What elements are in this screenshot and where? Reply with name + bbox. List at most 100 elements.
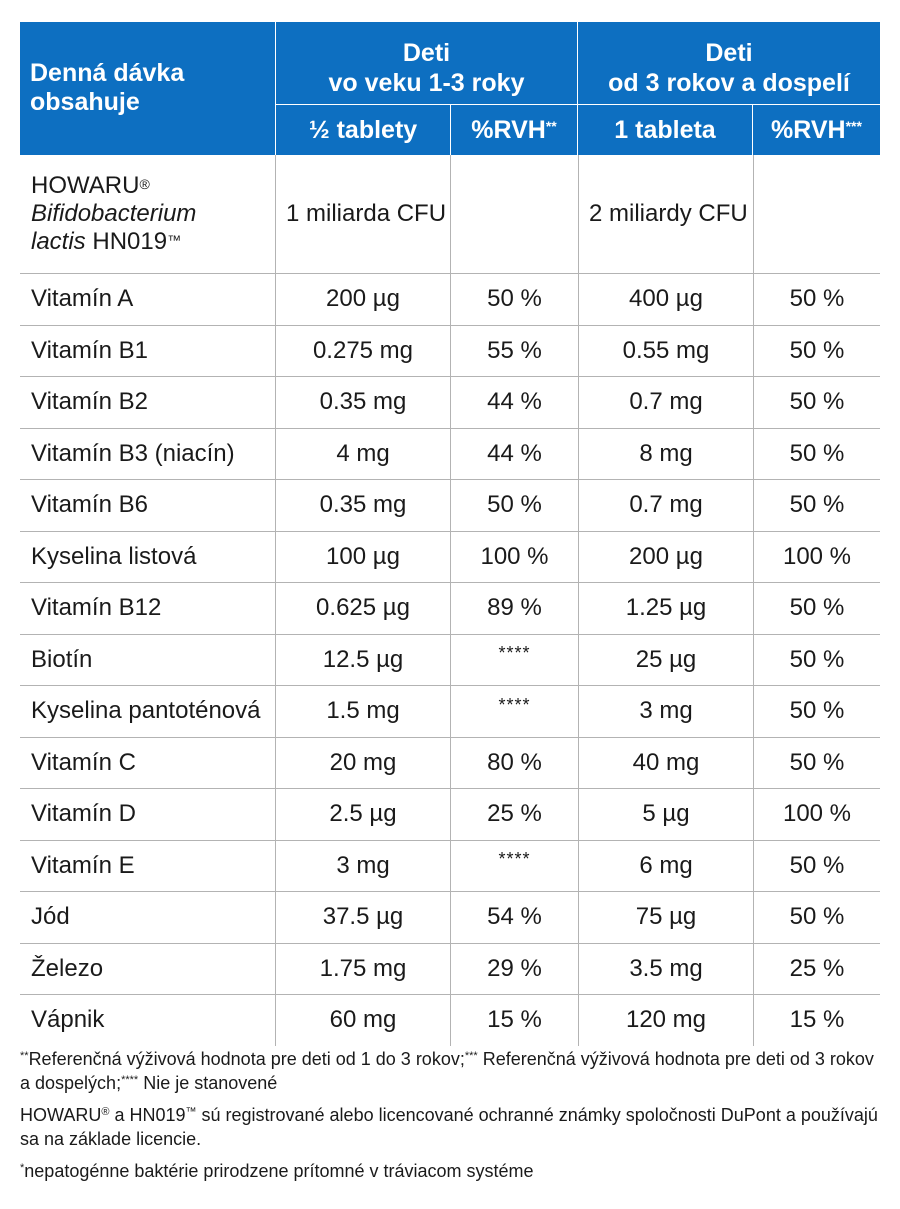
- header-divider: [275, 22, 276, 155]
- rvh-children: ****: [450, 634, 578, 685]
- rvh-adults: 50 %: [753, 840, 880, 891]
- dose-children: 4 mg: [275, 428, 450, 479]
- rvh-adults: 50 %: [753, 686, 880, 737]
- rvh-adults: 50 %: [753, 428, 880, 479]
- row-name: Vápnik: [31, 1006, 105, 1034]
- row-name: Kyselina pantoténová: [31, 697, 261, 725]
- row-name: Jód: [31, 903, 70, 931]
- dose-children: 0.275 mg: [275, 325, 450, 376]
- header-divider: [577, 22, 578, 155]
- table-row: Biotín 12.5 µg **** 25 µg 50 %: [20, 634, 880, 686]
- header-hline: [275, 104, 880, 105]
- dose-adults: 3.5 mg: [578, 943, 753, 994]
- row-name: Vitamín B1: [31, 336, 148, 364]
- rvh-adults: 50 %: [753, 325, 880, 376]
- dose-adults: 200 µg: [578, 531, 753, 582]
- rvh-children: 44 %: [450, 428, 578, 479]
- rvh-adults: 50 %: [753, 634, 880, 685]
- dose-children: 200 µg: [275, 274, 450, 325]
- row-name: Vitamín D: [31, 800, 136, 828]
- row-name: Vitamín C: [31, 748, 136, 776]
- footnote-bacteria: *nepatogénne baktérie prirodzene prítomn…: [20, 1161, 534, 1181]
- rvh-adults: 15 %: [753, 995, 880, 1046]
- rvh-adults: 50 %: [753, 274, 880, 325]
- group-adults-line1: Deti: [705, 39, 753, 67]
- rvh-children: 89 %: [450, 583, 578, 634]
- rvh-children: 50 %: [450, 480, 578, 531]
- row-name: Vitamín A: [31, 285, 134, 313]
- table-row: Vitamín A 200 µg 50 % 400 µg 50 %: [20, 274, 880, 326]
- rvh-adults: 100 %: [753, 531, 880, 582]
- group-children-line1: Deti: [402, 39, 451, 67]
- row-name: Vitamín B6: [31, 491, 148, 519]
- row-name: Kyselina listová: [31, 542, 197, 570]
- rvh-adults: [753, 155, 880, 273]
- dose-children: 0.35 mg: [275, 480, 450, 531]
- rvh-adults: 25 %: [753, 943, 880, 994]
- header-half-tablet: ½ tablety: [308, 116, 418, 144]
- dose-children: 0.35 mg: [275, 377, 450, 428]
- header-one-tablet: 1 tableta: [614, 116, 716, 144]
- rvh-children: 54 %: [450, 892, 578, 943]
- rvh-children: 25 %: [450, 789, 578, 840]
- group-children-line2: vo veku 1-3 roky: [328, 69, 525, 97]
- rvh-children: 15 %: [450, 995, 578, 1046]
- dose-children: 1.5 mg: [275, 686, 450, 737]
- row-name: HOWARU® Bifidobacterium lactis HN019™: [31, 172, 197, 255]
- footnotes: **Referenčná výživová hodnota pre deti o…: [20, 1047, 880, 1183]
- row-name: Vitamín E: [31, 851, 135, 879]
- row-name: Vitamín B12: [31, 594, 162, 622]
- dose-children: 1 miliarda CFU: [275, 155, 450, 273]
- dose-children: 3 mg: [275, 840, 450, 891]
- rvh-adults: 50 %: [753, 480, 880, 531]
- header-rvh-children: %RVH **: [471, 116, 557, 144]
- header-group-adults: Deti od 3 rokov a dospelí: [578, 32, 880, 104]
- table-row: Vitamín E 3 mg **** 6 mg 50 %: [20, 840, 880, 892]
- row-name: Biotín: [31, 645, 93, 673]
- dose-adults: 25 µg: [578, 634, 753, 685]
- table-row: Jód 37.5 µg 54 % 75 µg 50 %: [20, 892, 880, 944]
- rvh-children: 100 %: [450, 531, 578, 582]
- not-established-mark: ****: [498, 849, 531, 870]
- rvh-adults: 50 %: [753, 377, 880, 428]
- dose-children: 60 mg: [275, 995, 450, 1046]
- row-name: Vitamín B2: [31, 388, 148, 416]
- row-name: Vitamín B3 (niacín): [31, 439, 235, 467]
- table-row: Vápnik 60 mg 15 % 120 mg 15 %: [20, 995, 880, 1046]
- dose-children: 37.5 µg: [275, 892, 450, 943]
- not-established-mark: ****: [498, 643, 531, 664]
- header-divider: [450, 104, 451, 155]
- footnote-trademark: HOWARU® a HN019™ sú registrované alebo l…: [20, 1105, 878, 1149]
- rvh-children: 80 %: [450, 737, 578, 788]
- rvh-children: 55 %: [450, 325, 578, 376]
- dose-children: 12.5 µg: [275, 634, 450, 685]
- nutrition-table: Denná dávka obsahuje Deti vo veku 1-3 ro…: [20, 22, 880, 1046]
- table-row: Kyselina listová 100 µg 100 % 200 µg 100 %: [20, 531, 880, 583]
- table-row: Vitamín B3 (niacín) 4 mg 44 % 8 mg 50 %: [20, 428, 880, 480]
- rvh-children: [450, 155, 578, 273]
- dose-adults: 120 mg: [578, 995, 753, 1046]
- not-established-mark: ****: [498, 694, 531, 715]
- header-main-label: Denná dávka obsahuje: [30, 59, 185, 116]
- table-row: Železo 1.75 mg 29 % 3.5 mg 25 %: [20, 943, 880, 995]
- header-divider: [752, 104, 753, 155]
- rvh-children: 44 %: [450, 377, 578, 428]
- rvh-adults: 50 %: [753, 583, 880, 634]
- table-row: Vitamín D 2.5 µg 25 % 5 µg 100 %: [20, 789, 880, 841]
- footnote-rvh: **Referenčná výživová hodnota pre deti o…: [20, 1049, 874, 1093]
- rvh-children: ****: [450, 686, 578, 737]
- rvh-adults: 50 %: [753, 892, 880, 943]
- table-row: Vitamín B6 0.35 mg 50 % 0.7 mg 50 %: [20, 480, 880, 532]
- dose-children: 1.75 mg: [275, 943, 450, 994]
- dose-children: 100 µg: [275, 531, 450, 582]
- rvh-children: ****: [450, 840, 578, 891]
- dose-adults: 1.25 µg: [578, 583, 753, 634]
- rvh-adults: 100 %: [753, 789, 880, 840]
- dose-adults: 3 mg: [578, 686, 753, 737]
- dose-children: 0.625 µg: [275, 583, 450, 634]
- table-row: Kyselina pantoténová 1.5 mg **** 3 mg 50 %: [20, 686, 880, 738]
- table-row: Vitamín C 20 mg 80 % 40 mg 50 %: [20, 737, 880, 789]
- dose-adults: 2 miliardy CFU: [578, 155, 753, 273]
- dose-adults: 0.7 mg: [578, 480, 753, 531]
- group-adults-line2: od 3 rokov a dospelí: [608, 69, 850, 97]
